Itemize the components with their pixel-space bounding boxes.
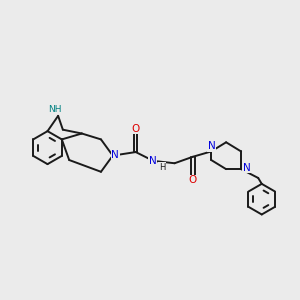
Text: N: N	[208, 141, 216, 151]
Text: H: H	[159, 163, 165, 172]
Text: N: N	[149, 157, 157, 166]
Text: O: O	[189, 175, 197, 185]
Text: O: O	[132, 124, 140, 134]
Text: NH: NH	[48, 105, 61, 114]
Text: N: N	[243, 163, 250, 173]
Text: N: N	[111, 150, 119, 160]
